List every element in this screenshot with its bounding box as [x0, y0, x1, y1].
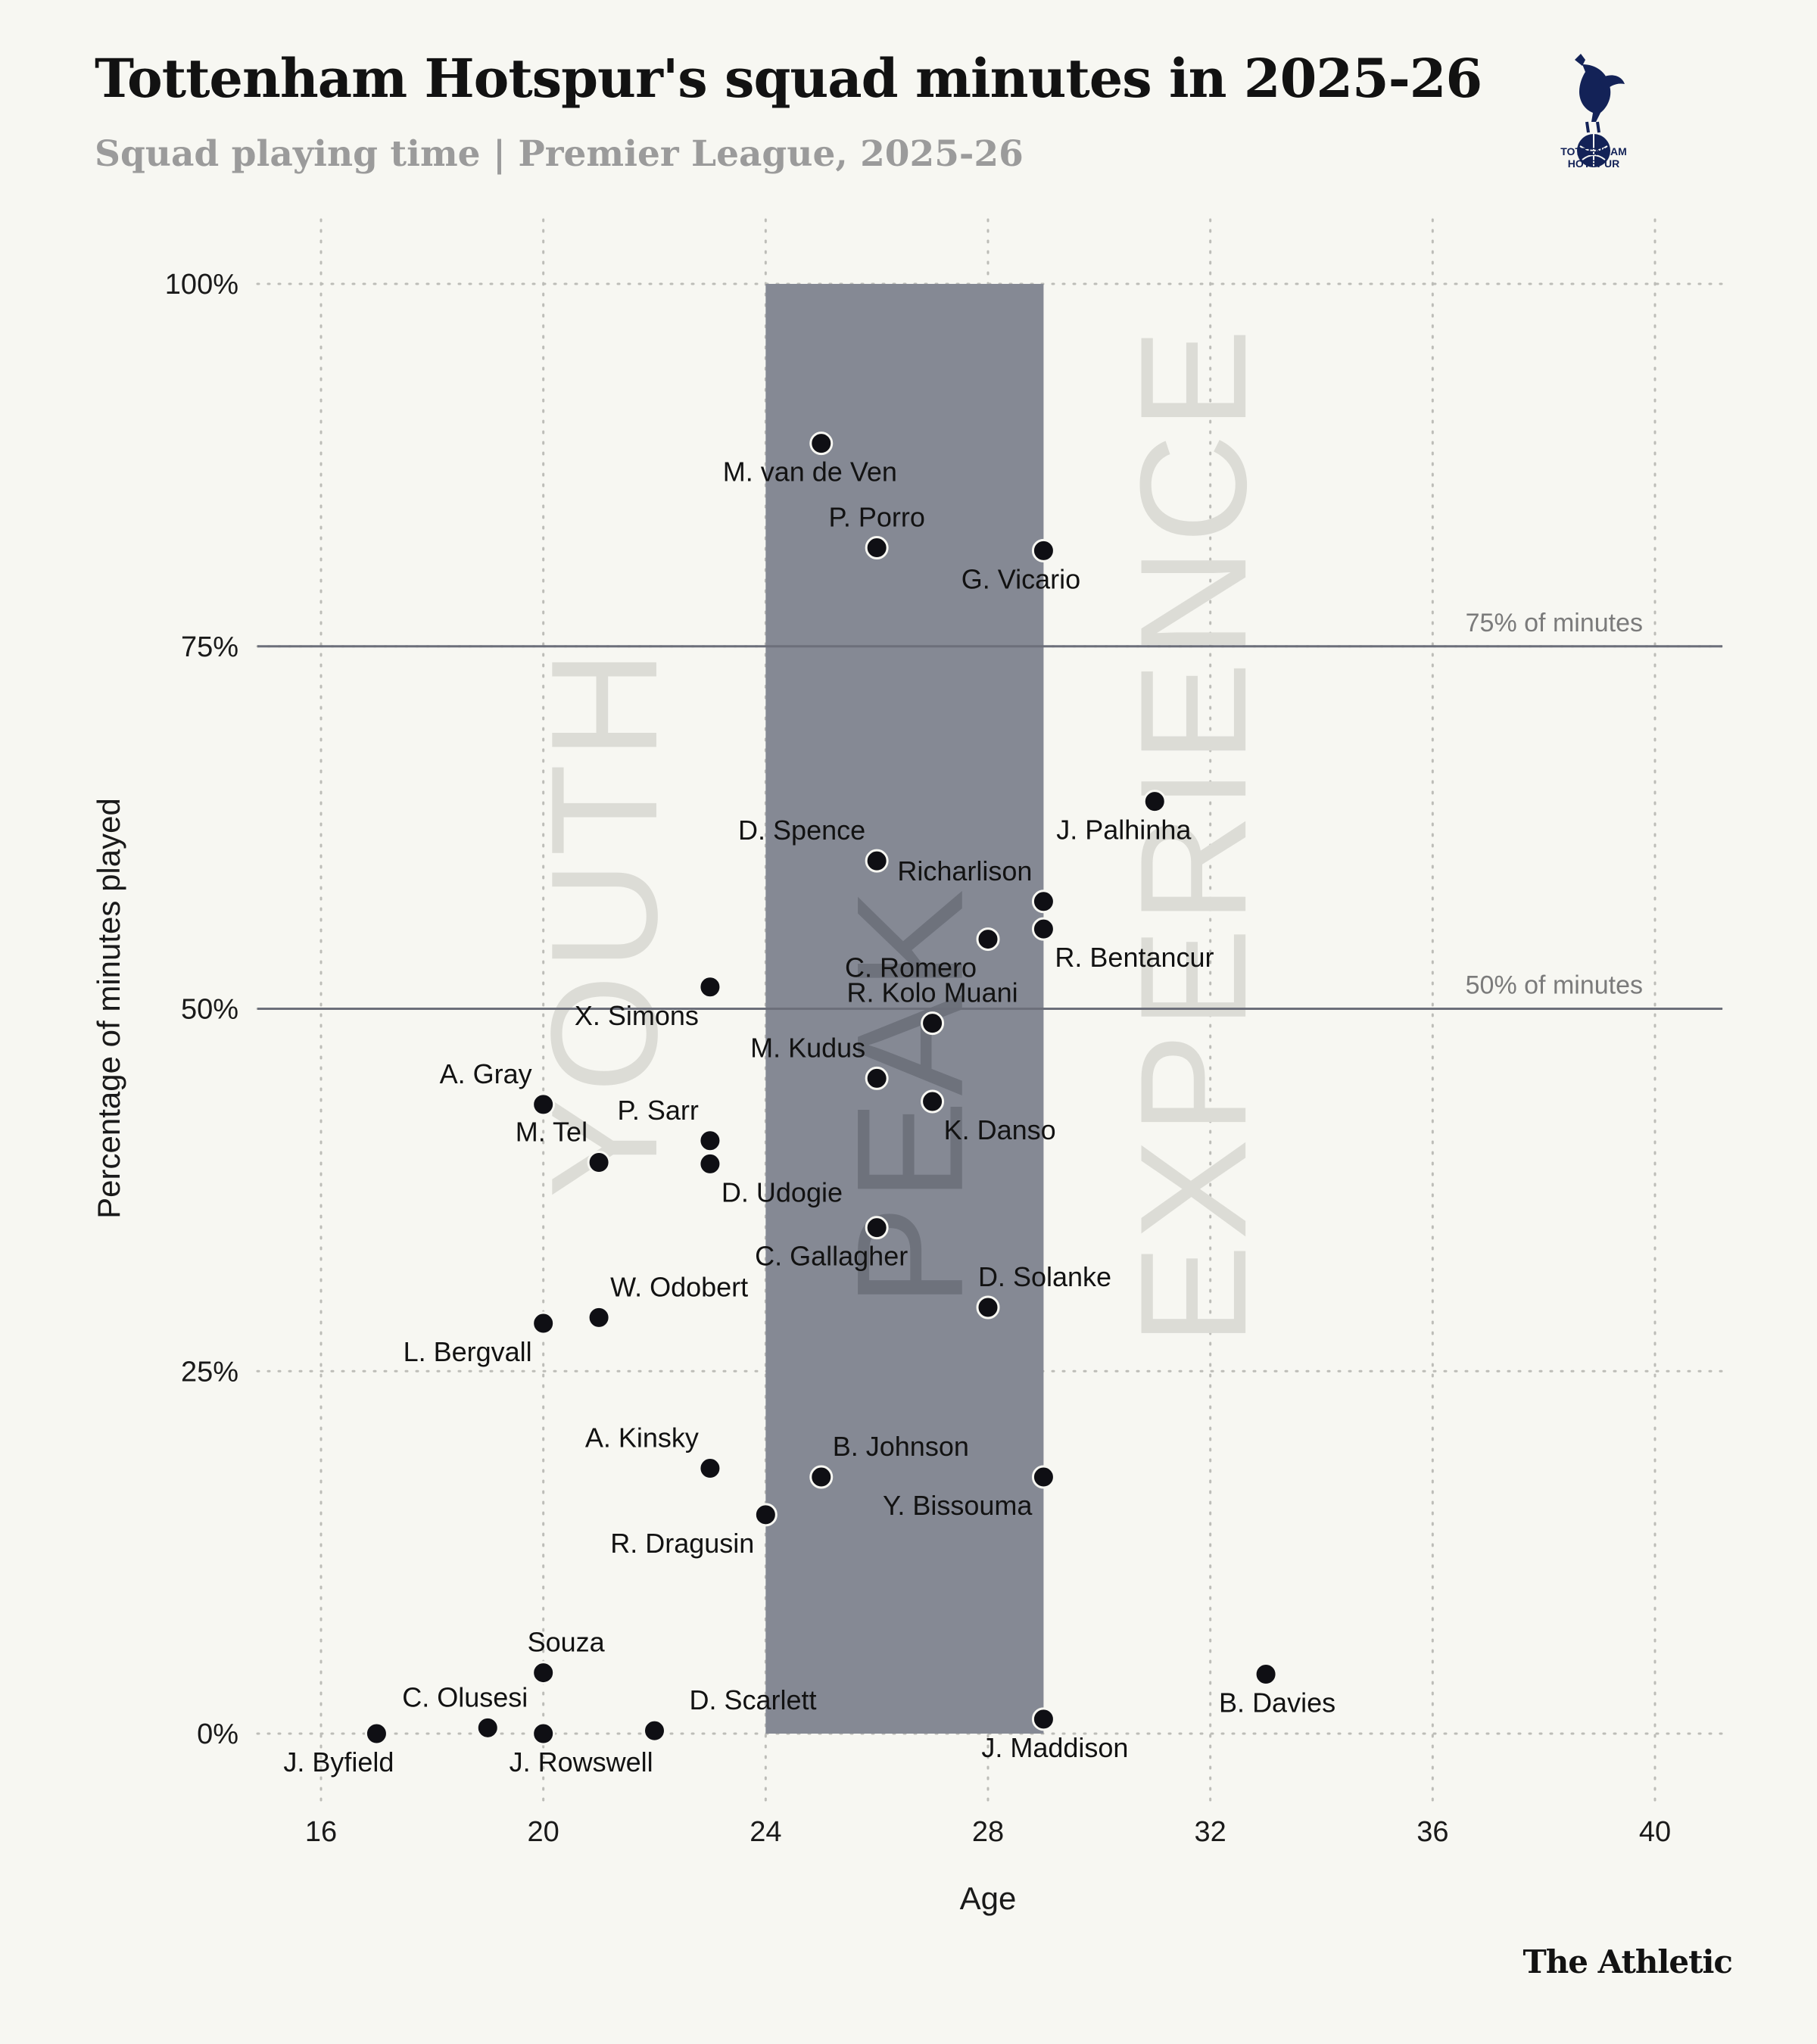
player-label: J. Byfield [283, 1746, 394, 1778]
player-point [1031, 890, 1055, 914]
player-point [698, 1129, 722, 1153]
club-name-logo-text: TOTTENHAM HOTSPUR [1560, 145, 1627, 170]
player-point [698, 975, 722, 999]
chart-title: Tottenham Hotspur's squad minutes in 202… [95, 47, 1482, 110]
player-point [753, 1503, 778, 1527]
player-label: D. Spence [738, 815, 865, 846]
player-label: J. Palhinha [1056, 815, 1192, 846]
player-point [1031, 1707, 1055, 1731]
x-tick-label: 32 [1195, 1816, 1226, 1848]
player-label: X. Simons [575, 1000, 699, 1031]
y-tick-label: 25% [181, 1356, 238, 1388]
player-label: B. Davies [1219, 1687, 1335, 1718]
zone-label-experience: EXPERIENCE [1109, 324, 1278, 1345]
y-tick-label: 75% [181, 631, 238, 663]
player-label: G. Vicario [961, 563, 1080, 594]
player-point [531, 1722, 556, 1746]
player-point [1031, 917, 1055, 941]
player-point [809, 1465, 834, 1489]
player-label: J. Rowswell [510, 1746, 653, 1778]
player-label: K. Danso [944, 1114, 1056, 1145]
x-tick-label: 40 [1639, 1816, 1671, 1848]
player-point [921, 1089, 945, 1114]
player-point [1142, 790, 1167, 814]
player-label: R. Bentancur [1055, 942, 1214, 973]
player-label: M. Tel [516, 1116, 587, 1147]
player-label: L. Bergvall [404, 1336, 532, 1367]
player-point [643, 1718, 666, 1743]
player-point [531, 1311, 556, 1335]
player-point [698, 1151, 722, 1176]
player-point [921, 1011, 945, 1036]
y-tick-label: 100% [165, 269, 238, 301]
x-axis-title: Age [960, 1880, 1017, 1916]
player-point [1031, 1465, 1055, 1489]
player-label: W. Odobert [610, 1271, 748, 1302]
chart-subtitle: Squad playing time | Premier League, 202… [95, 133, 1024, 175]
reference-line-label: 75% of minutes [1466, 609, 1643, 637]
player-point [1031, 538, 1055, 562]
player-label: P. Porro [828, 502, 924, 533]
player-point [809, 432, 834, 456]
player-point [865, 1216, 889, 1240]
player-label: D. Solanke [978, 1261, 1111, 1292]
x-tick-label: 24 [750, 1816, 781, 1848]
player-point [475, 1715, 500, 1740]
player-label: P. Sarr [618, 1095, 699, 1126]
player-point [531, 1092, 556, 1117]
player-point [976, 927, 1000, 952]
player-label: B. Johnson [833, 1431, 969, 1462]
player-point [976, 1295, 1000, 1320]
x-tick-label: 28 [972, 1816, 1004, 1848]
player-point [865, 849, 889, 873]
y-axis-title: Percentage of minutes played [91, 798, 126, 1219]
publisher-brand: The Athletic [1522, 1943, 1733, 1980]
player-label: C. Romero [845, 952, 977, 983]
player-label: Souza [528, 1627, 606, 1658]
player-label: C. Gallagher [755, 1241, 908, 1272]
player-label: R. Kolo Muani [847, 977, 1018, 1008]
player-label: C. Olusesi [402, 1681, 528, 1712]
player-label: M. Kudus [750, 1032, 865, 1063]
player-label: R. Dragusin [610, 1528, 754, 1559]
player-label: A. Gray [440, 1058, 532, 1089]
player-label: D. Udogie [722, 1176, 843, 1207]
player-point [587, 1305, 611, 1329]
player-label: M. van de Ven [723, 456, 897, 488]
player-label: D. Scarlett [689, 1684, 816, 1715]
x-tick-label: 20 [528, 1816, 559, 1848]
player-point [865, 1066, 889, 1090]
player-label: Richarlison [897, 855, 1032, 886]
player-point [698, 1457, 722, 1481]
player-point [587, 1150, 611, 1174]
reference-line-label: 50% of minutes [1466, 971, 1643, 1000]
player-point [364, 1722, 388, 1746]
x-tick-label: 36 [1417, 1816, 1448, 1848]
zone-label-peak-overlay: PEAK [826, 885, 995, 1307]
x-tick-label: 16 [305, 1816, 337, 1848]
player-label: J. Maddison [981, 1732, 1128, 1763]
player-label: Y. Bissouma [883, 1490, 1033, 1521]
club-crest-icon [1575, 54, 1625, 167]
player-point [865, 536, 889, 560]
player-label: A. Kinsky [585, 1422, 699, 1454]
player-point [1254, 1662, 1278, 1686]
y-tick-label: 50% [181, 994, 238, 1026]
player-point [531, 1661, 556, 1685]
y-tick-label: 0% [197, 1718, 238, 1750]
